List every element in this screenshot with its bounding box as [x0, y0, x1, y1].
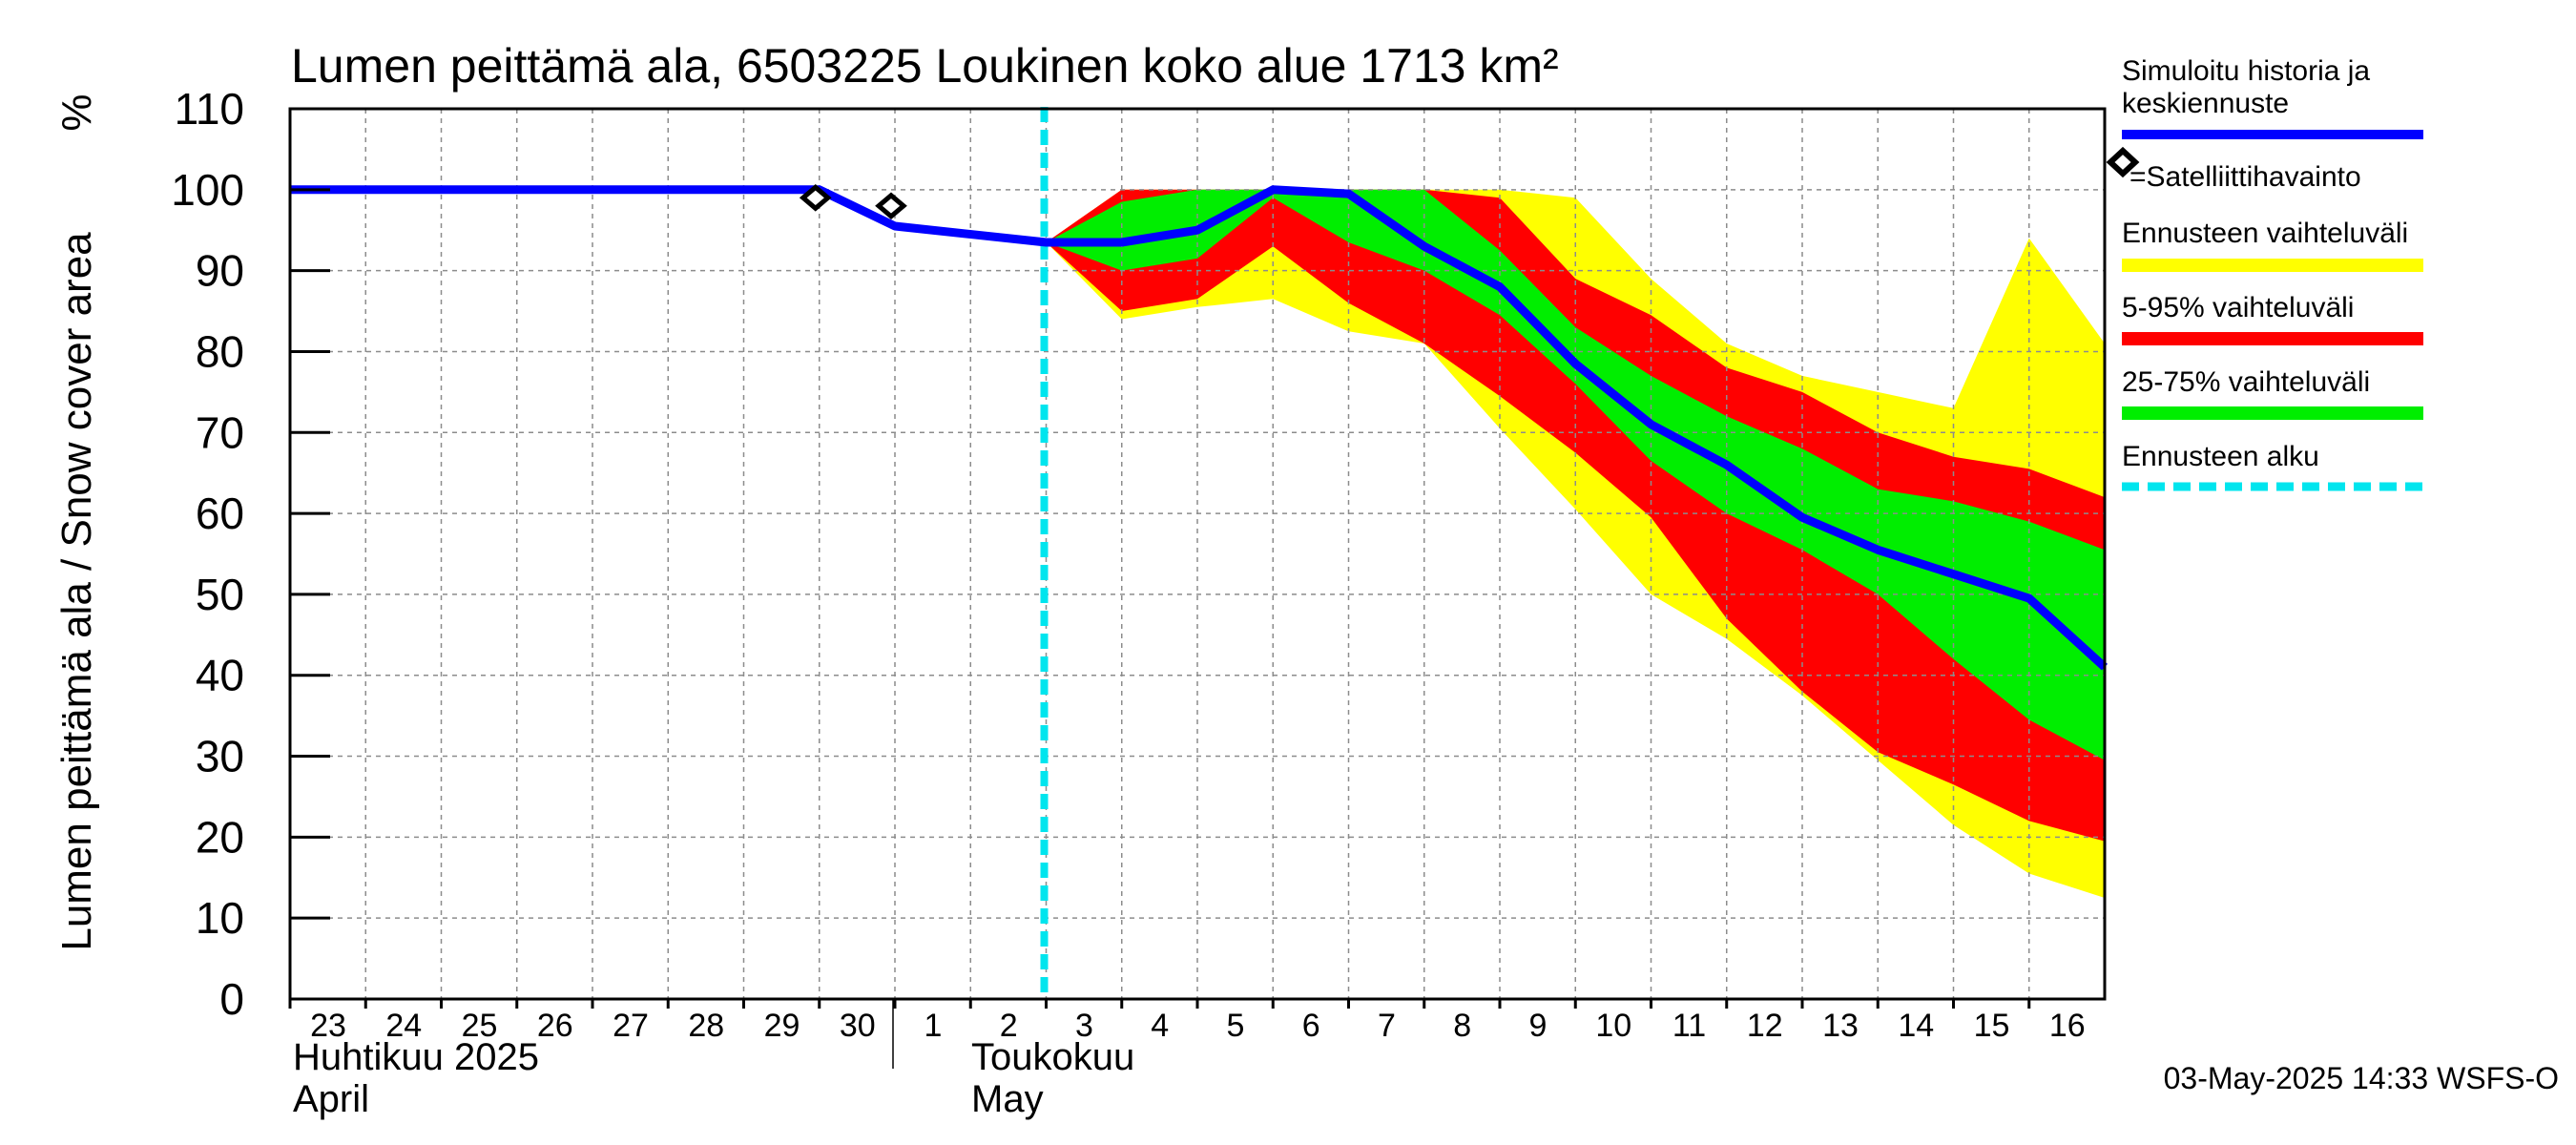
- y-tick-label: 110: [175, 84, 244, 134]
- median-series: [290, 185, 2109, 671]
- chart-title: Lumen peittämä ala, 6503225 Loukinen kok…: [291, 39, 1559, 93]
- legend-sim-label-line1: Simuloitu historia ja: [2122, 55, 2370, 87]
- y-axis-label: Lumen peittämä ala / Snow cover area: [53, 232, 100, 951]
- x-tick-label: 24: [385, 1008, 422, 1044]
- x-tick-label: 25: [462, 1008, 498, 1044]
- x-tick-label: 6: [1302, 1008, 1320, 1044]
- y-tick-label: 0: [219, 974, 244, 1024]
- x-tick-label: 15: [1974, 1008, 2010, 1044]
- y-tick-label: 60: [196, 489, 244, 538]
- series-line-simuloitu-historia-ja-keskiennuste: [290, 185, 2109, 671]
- legend-forecast-start-label: Ennusteen alku: [2122, 441, 2319, 472]
- y-axis-ticks: 0 10 20 30 40 50 60 70 80 90 100 110: [171, 84, 330, 1024]
- x-tick-label: 5: [1227, 1008, 1245, 1044]
- satellite-observations: [799, 184, 907, 220]
- y-axis-unit: %: [53, 94, 100, 131]
- month-label-april-fi: Huhtikuu 2025: [293, 1036, 539, 1078]
- legend: Simuloitu historia ja keskiennuste =Sate…: [2106, 55, 2423, 491]
- legend-yellow-label: Ennusteen vaihteluväli: [2122, 218, 2408, 249]
- y-tick-label: 20: [196, 812, 244, 862]
- x-tick-label: 9: [1529, 1008, 1548, 1044]
- x-tick-label: 29: [764, 1008, 800, 1044]
- x-tick-label: 11: [1672, 1008, 1706, 1044]
- y-tick-label: 100: [171, 165, 244, 215]
- x-tick-label: 26: [537, 1008, 573, 1044]
- y-tick-label: 70: [196, 407, 244, 457]
- y-tick-label: 80: [196, 326, 244, 376]
- y-tick-label: 50: [196, 570, 244, 619]
- month-label-may-fi: Toukokuu: [971, 1036, 1134, 1078]
- y-tick-label: 30: [196, 732, 244, 781]
- x-tick-label: 1: [924, 1008, 943, 1044]
- month-label-may-en: May: [971, 1078, 1044, 1120]
- footer-timestamp: 03-May-2025 14:33 WSFS-O: [2164, 1061, 2559, 1095]
- legend-red-label: 5-95% vaihteluväli: [2122, 292, 2354, 323]
- month-label-april-en: April: [293, 1078, 369, 1120]
- band-5-95-vaihteluv-li: [1046, 189, 2105, 842]
- satellite-observation-marker: [799, 184, 832, 212]
- y-tick-label: 90: [196, 246, 244, 296]
- x-tick-label: 23: [310, 1008, 346, 1044]
- x-tick-label: 8: [1453, 1008, 1471, 1044]
- chart-grid: [290, 109, 2105, 999]
- x-tick-label: 13: [1822, 1008, 1859, 1044]
- forecast-bands: [1046, 189, 2105, 899]
- x-tick-label: 27: [613, 1008, 649, 1044]
- x-axis-ticks: 23 24 25 26 27 28 29 30 1 2 3 4 5 6 7 8 9 10 11 12 13 14 15 16: [288, 999, 2086, 1069]
- x-tick-label: 30: [840, 1008, 876, 1044]
- x-tick-label: 16: [2049, 1008, 2086, 1044]
- x-tick-label: 28: [688, 1008, 724, 1044]
- y-tick-label: 40: [196, 651, 244, 700]
- legend-satellite-label: =Satelliittihavainto: [2129, 161, 2361, 193]
- legend-green-label: 25-75% vaihteluväli: [2122, 366, 2370, 398]
- x-tick-label: 7: [1378, 1008, 1396, 1044]
- legend-sim-label-line2: keskiennuste: [2122, 88, 2289, 119]
- x-tick-label: 4: [1151, 1008, 1169, 1044]
- satellite-observation-marker: [875, 192, 907, 220]
- x-tick-label: 2: [1000, 1008, 1018, 1044]
- x-tick-label: 12: [1747, 1008, 1783, 1044]
- x-tick-label: 14: [1898, 1008, 1934, 1044]
- band-25-75-vaihteluv-li: [1046, 189, 2105, 760]
- y-tick-label: 10: [196, 893, 244, 943]
- x-tick-label: 10: [1595, 1008, 1631, 1044]
- x-tick-label: 3: [1075, 1008, 1093, 1044]
- legend-satellite-marker: [2106, 146, 2140, 178]
